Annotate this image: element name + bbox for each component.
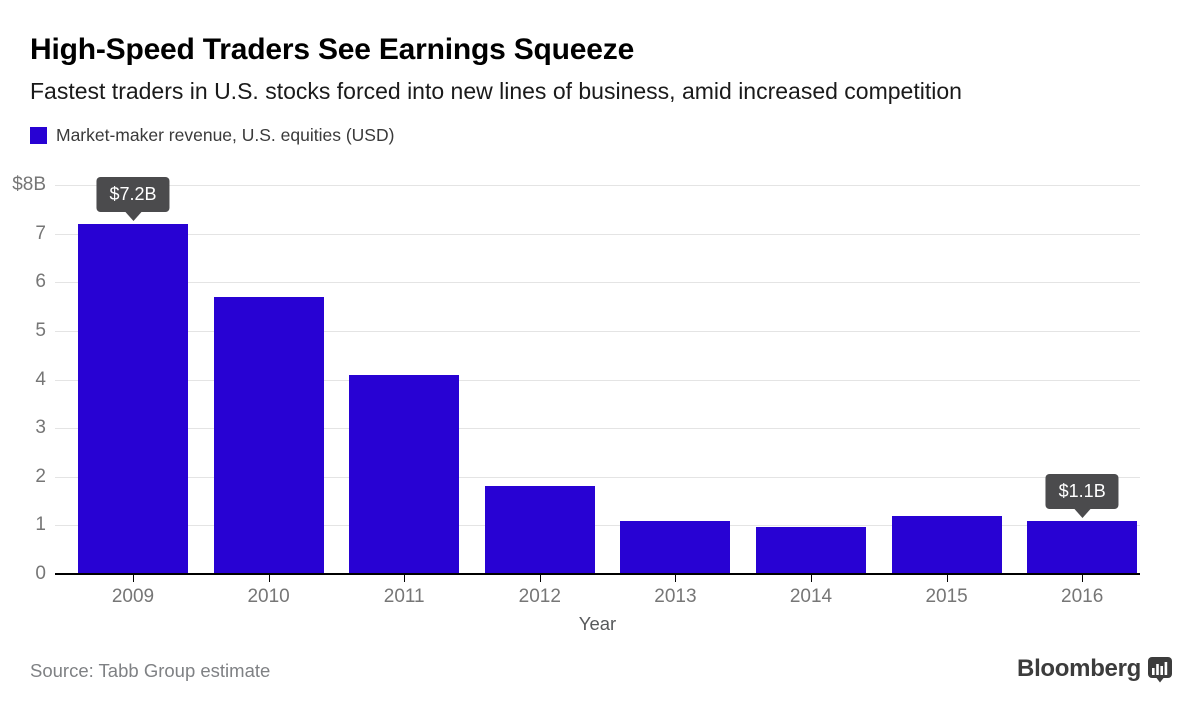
- gridline: [55, 330, 1140, 332]
- x-axis-tick: [675, 575, 677, 582]
- legend-label: Market-maker revenue, U.S. equities (USD…: [56, 125, 395, 145]
- bar-2010: [213, 296, 324, 574]
- y-axis-tick-label: 1: [35, 514, 46, 536]
- x-axis-tick-label: 2013: [654, 586, 697, 607]
- x-axis-tick: [946, 575, 948, 582]
- y-axis-tick-label: 5: [35, 319, 46, 341]
- bloomberg-chart-bubble-icon: [1148, 656, 1172, 683]
- x-axis-baseline: [55, 573, 1140, 575]
- bar-2014: [756, 527, 866, 574]
- gridline: [55, 379, 1140, 381]
- bar-chart-plot-area: $8B 7 6 5 4 3 2 1 0 2009 2010 2011 2012 2013 2014 2015 2…: [12, 175, 1140, 607]
- bar-2011: [349, 374, 460, 574]
- legend: Market-maker revenue, U.S. equities (USD…: [30, 125, 394, 146]
- x-axis-tick: [811, 575, 812, 582]
- y-axis-tick-label: 3: [35, 417, 46, 439]
- chart-title: High-Speed Traders See Earnings Squeeze: [30, 33, 635, 66]
- x-axis-tick-label: 2010: [247, 586, 290, 607]
- x-axis-tick-label: 2009: [111, 586, 155, 607]
- data-label-callout-2009: $7.2B: [96, 176, 170, 212]
- x-axis-tick-label: 2014: [789, 586, 833, 607]
- y-axis-tick-label: 0: [35, 563, 46, 584]
- gridline: [55, 476, 1140, 478]
- gridline: [55, 185, 1140, 186]
- x-axis-tick-label: 2012: [518, 586, 561, 607]
- x-axis-tick-label: 2011: [383, 586, 425, 607]
- x-axis-tick: [404, 575, 406, 582]
- x-axis-tick: [133, 575, 134, 582]
- bar-2012: [484, 486, 595, 574]
- bar-2015: [891, 515, 1002, 574]
- bar-2013: [620, 520, 731, 574]
- legend-swatch-icon: [30, 127, 47, 144]
- y-axis-tick-label: 7: [35, 222, 46, 244]
- bloomberg-wordmark: Bloomberg: [1017, 655, 1141, 682]
- x-axis-title: Year: [578, 613, 617, 634]
- y-axis-tick-label: 2: [35, 465, 46, 487]
- gridline: [55, 525, 1140, 527]
- bloomberg-logo: Bloomberg: [1017, 655, 1172, 683]
- gridline: [55, 282, 1140, 284]
- x-axis-tick: [1082, 575, 1084, 582]
- bar-2009: [78, 223, 188, 574]
- x-axis-tick-label: 2016: [1061, 586, 1104, 607]
- x-axis-tick-label: 2015: [925, 586, 968, 607]
- chart-subtitle: Fastest traders in U.S. stocks forced in…: [30, 78, 962, 104]
- bar-2016: [1027, 520, 1138, 574]
- y-axis-tick-label: 6: [35, 271, 46, 293]
- source-note: Source: Tabb Group estimate: [30, 660, 271, 681]
- x-axis-tick: [539, 575, 541, 582]
- gridline: [55, 428, 1140, 430]
- y-axis-tick-label: 4: [35, 368, 46, 390]
- data-label-callout-2016: $1.1B: [1045, 473, 1119, 509]
- y-axis-tick-label: $8B: [12, 174, 46, 195]
- gridline: [55, 233, 1140, 235]
- x-axis-tick: [268, 575, 270, 582]
